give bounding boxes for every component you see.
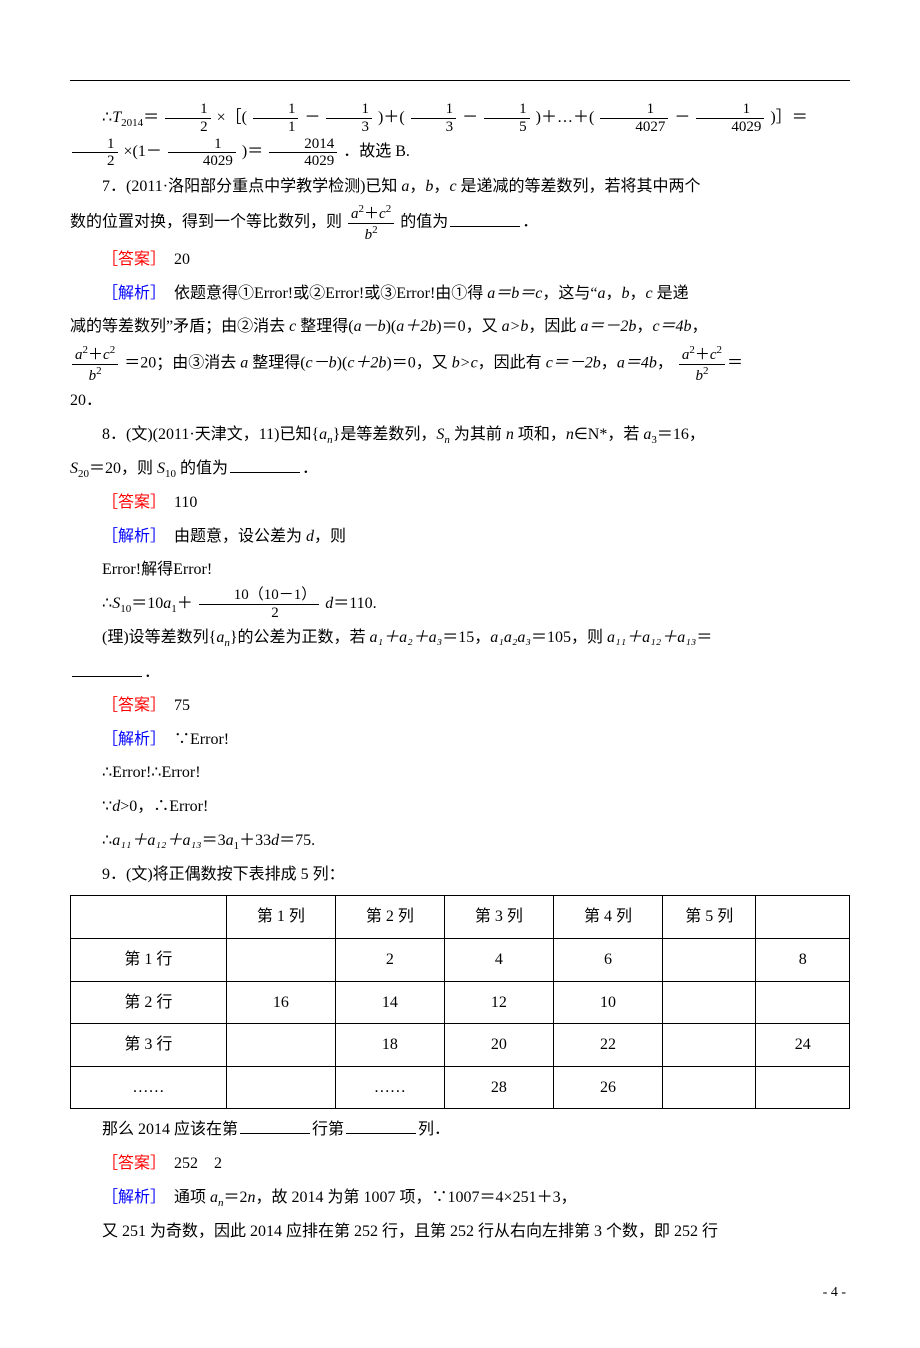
q8-l2: S20＝20，则 S10 的值为． bbox=[70, 452, 850, 486]
q8r-l2: ． bbox=[70, 656, 850, 690]
even-number-table: 第 1 列第 2 列第 3 列第 4 列第 5 列第 1 行2468第 2 行1… bbox=[70, 895, 850, 1109]
ex8r-l2: ∴Error!∴Error! bbox=[70, 756, 850, 790]
table-header-cell: 第 2 列 bbox=[335, 896, 444, 939]
ans9: ［答案］ 252 2 bbox=[70, 1147, 850, 1181]
ex7-l1: ［解析］ 依题意得①Error!或②Error!或③Error!由①得 a＝b＝… bbox=[70, 277, 850, 311]
blank bbox=[346, 1119, 416, 1134]
q7-line2: 数的位置对换，得到一个等比数列，则 a2＋c2 b2 的值为． bbox=[70, 203, 850, 243]
table-cell: 24 bbox=[756, 1024, 850, 1067]
table-cell: 14 bbox=[335, 981, 444, 1024]
table-cell bbox=[663, 1024, 756, 1067]
blank bbox=[72, 661, 142, 676]
table-cell: 6 bbox=[553, 939, 662, 982]
table-cell: 20 bbox=[444, 1024, 553, 1067]
table-header-cell: 第 5 列 bbox=[663, 896, 756, 939]
table-cell: 28 bbox=[444, 1066, 553, 1109]
table-cell bbox=[756, 1066, 850, 1109]
ex8-l2: Error!解得Error! bbox=[70, 553, 850, 587]
q9-l2: 那么 2014 应该在第行第列． bbox=[70, 1113, 850, 1147]
table-cell: 18 bbox=[335, 1024, 444, 1067]
table-cell bbox=[226, 939, 335, 982]
q9-l1: 9．(文)将正偶数按下表排成 5 列： bbox=[70, 858, 850, 892]
ex8-l1: ［解析］ 由题意，设公差为 d，则 bbox=[70, 520, 850, 554]
ans8r: ［答案］ 75 bbox=[70, 689, 850, 723]
ex8-l3: ∴S10＝10a1＋ 10（10－1）2 d＝110. bbox=[70, 587, 850, 621]
table-header-cell: 第 3 列 bbox=[444, 896, 553, 939]
table-cell: 2 bbox=[335, 939, 444, 982]
ans8: ［答案］ 110 bbox=[70, 486, 850, 520]
blank bbox=[240, 1119, 310, 1134]
table-cell bbox=[663, 981, 756, 1024]
table-cell: …… bbox=[335, 1066, 444, 1109]
page-number: - 4 - bbox=[70, 1278, 850, 1307]
q7-line1: 7．(2011·洛阳部分重点中学教学检测)已知 a，b，c 是递减的等差数列，若… bbox=[70, 170, 850, 204]
table-cell bbox=[663, 1066, 756, 1109]
table-cell: 12 bbox=[444, 981, 553, 1024]
table-header-cell: 第 4 列 bbox=[553, 896, 662, 939]
ex7-l4: 20． bbox=[70, 384, 850, 418]
blank bbox=[230, 458, 300, 473]
top-rule bbox=[70, 80, 850, 81]
page: ∴T2014＝ 12 ×［( 11 － 13 )＋( 13 － 15 )＋…＋(… bbox=[0, 0, 920, 1348]
ex8r-l4: ∴a₁₁＋a₁₂＋a₁₃＝3a1＋33d＝75. bbox=[70, 824, 850, 858]
table-cell bbox=[663, 939, 756, 982]
ex9-l2: 又 251 为奇数，因此 2014 应排在第 252 行，且第 252 行从右向… bbox=[70, 1215, 850, 1249]
table-cell bbox=[756, 981, 850, 1024]
ex7-l2: 减的等差数列”矛盾；由②消去 c 整理得(a－b)(a＋2b)＝0，又 a>b，… bbox=[70, 310, 850, 344]
table-cell: 16 bbox=[226, 981, 335, 1024]
table-header-cell bbox=[756, 896, 850, 939]
ex9-l1: ［解析］ 通项 an＝2n，故 2014 为第 1007 项，∵1007＝4×2… bbox=[70, 1181, 850, 1215]
ex7-l3: a2＋c2 b2 ＝20；由③消去 a 整理得(c－b)(c＋2b)＝0，又 b… bbox=[70, 344, 850, 384]
table-cell: 22 bbox=[553, 1024, 662, 1067]
table-cell: …… bbox=[71, 1066, 227, 1109]
table-header-cell bbox=[71, 896, 227, 939]
ex8r-l3: ∵d>0，∴Error! bbox=[70, 790, 850, 824]
table-header-cell: 第 1 列 bbox=[226, 896, 335, 939]
ex8r-l1: ［解析］ ∵Error! bbox=[70, 723, 850, 757]
table-cell: 8 bbox=[756, 939, 850, 982]
q8r-l1: (理)设等差数列{an}的公差为正数，若 a₁＋a₂＋a₃＝15，a₁a₂a₃＝… bbox=[70, 621, 850, 655]
ans7: ［答案］ 20 bbox=[70, 243, 850, 277]
table-cell: 4 bbox=[444, 939, 553, 982]
table-cell: 第 2 行 bbox=[71, 981, 227, 1024]
eq-line-1: ∴T2014＝ 12 ×［( 11 － 13 )＋( 13 － 15 )＋…＋(… bbox=[70, 101, 850, 170]
table-cell bbox=[226, 1066, 335, 1109]
table-cell: 第 3 行 bbox=[71, 1024, 227, 1067]
table-cell: 第 1 行 bbox=[71, 939, 227, 982]
table-cell bbox=[226, 1024, 335, 1067]
q8-l1: 8．(文)(2011·天津文，11)已知{an}是等差数列，Sn 为其前 n 项… bbox=[70, 418, 850, 452]
blank bbox=[450, 212, 520, 227]
table-cell: 10 bbox=[553, 981, 662, 1024]
table-cell: 26 bbox=[553, 1066, 662, 1109]
